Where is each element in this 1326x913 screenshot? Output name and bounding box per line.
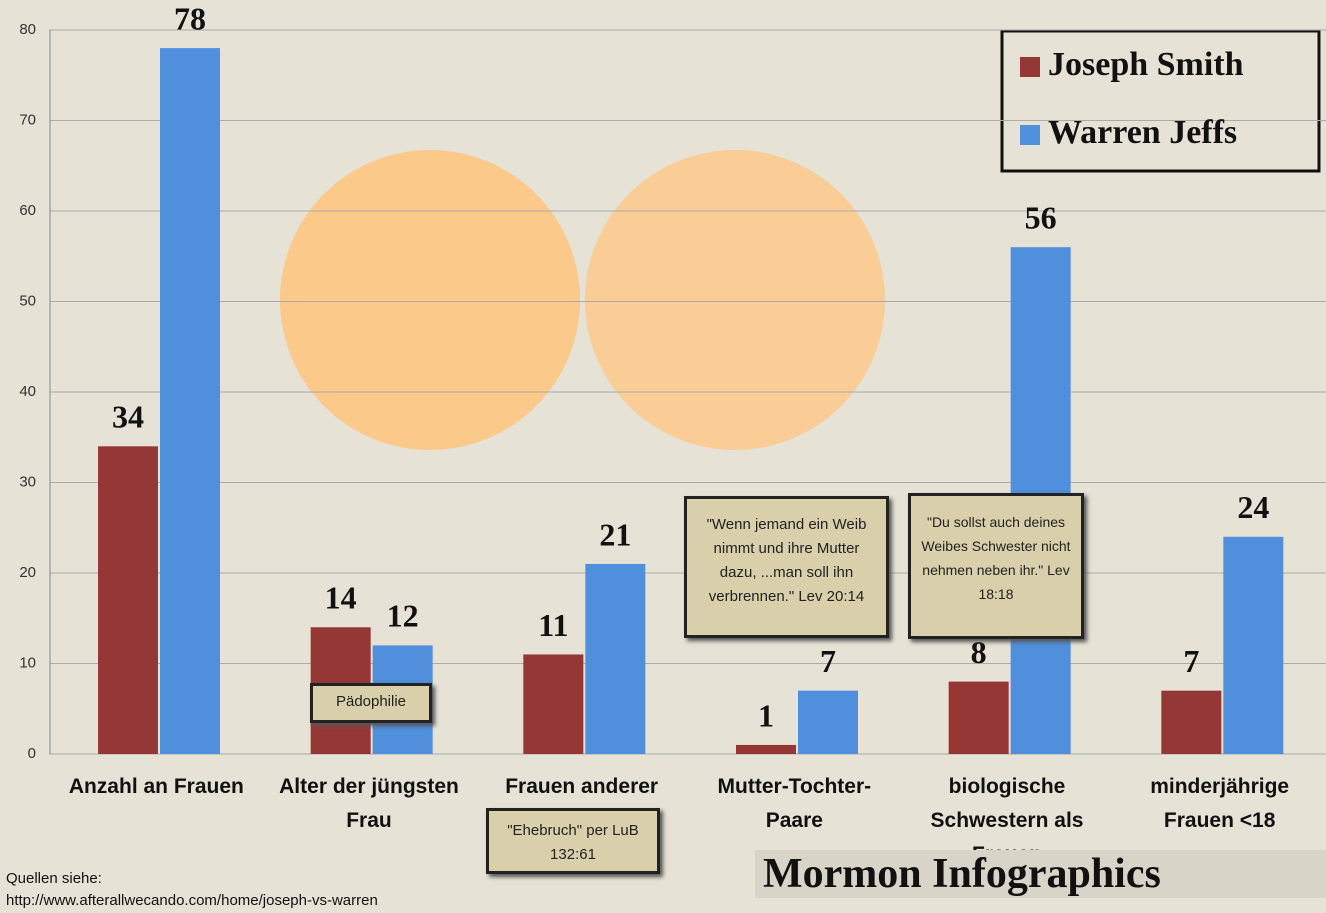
x-tick-label: Alter der jüngsten Frau	[269, 770, 469, 838]
page: 0102030405060708034781412112117856724Jos…	[0, 0, 1326, 913]
legend-swatch	[1020, 125, 1040, 145]
value-label: 21	[599, 516, 631, 552]
x-tick-label: Mutter-Tochter-Paare	[694, 770, 894, 838]
portrait-circle	[585, 150, 885, 450]
bar	[798, 691, 858, 754]
bar	[736, 745, 796, 754]
value-label: 11	[538, 607, 568, 643]
y-tick-label: 30	[19, 473, 36, 490]
annotation: Pädophilie	[310, 683, 432, 723]
value-label: 24	[1237, 489, 1269, 525]
value-label: 12	[387, 598, 419, 634]
y-tick-label: 40	[19, 383, 36, 400]
value-label: 34	[112, 399, 144, 435]
x-tick-label: Anzahl an Frauen	[56, 770, 256, 804]
y-tick-label: 60	[19, 202, 36, 219]
annotation: "Ehebruch" per LuB 132:61	[486, 808, 660, 874]
y-tick-label: 0	[28, 745, 36, 762]
annotation: "Wenn jemand ein Weib nimmt und ihre Mut…	[684, 496, 889, 638]
annotation: http://www.afterallwecando.com/home/jose…	[6, 892, 378, 909]
bar	[949, 682, 1009, 754]
bar	[98, 446, 158, 754]
portrait-circle	[280, 150, 580, 450]
bar	[585, 564, 645, 754]
value-label: 1	[758, 697, 774, 733]
bar	[523, 654, 583, 754]
annotation: Quellen siehe:	[6, 870, 102, 887]
annotation: "Du sollst auch deines Weibes Schwester …	[908, 493, 1084, 639]
y-tick-label: 70	[19, 111, 36, 128]
bar	[1223, 537, 1283, 754]
value-label: 8	[971, 634, 987, 670]
x-tick-label: minderjährige Frauen <18	[1120, 770, 1320, 838]
y-tick-label: 20	[19, 564, 36, 581]
value-label: 7	[1183, 643, 1199, 679]
legend-label: Joseph Smith	[1048, 46, 1244, 83]
value-label: 7	[820, 643, 836, 679]
y-tick-label: 50	[19, 292, 36, 309]
bar	[160, 48, 220, 754]
y-tick-label: 80	[19, 21, 36, 38]
bar	[1161, 691, 1221, 754]
legend-swatch	[1020, 57, 1040, 77]
value-label: 14	[325, 580, 357, 616]
y-tick-label: 10	[19, 654, 36, 671]
value-label: 78	[174, 0, 206, 36]
annotation: Mormon Infographics	[755, 850, 1326, 898]
value-label: 56	[1025, 200, 1057, 236]
legend-label: Warren Jeffs	[1048, 114, 1237, 151]
